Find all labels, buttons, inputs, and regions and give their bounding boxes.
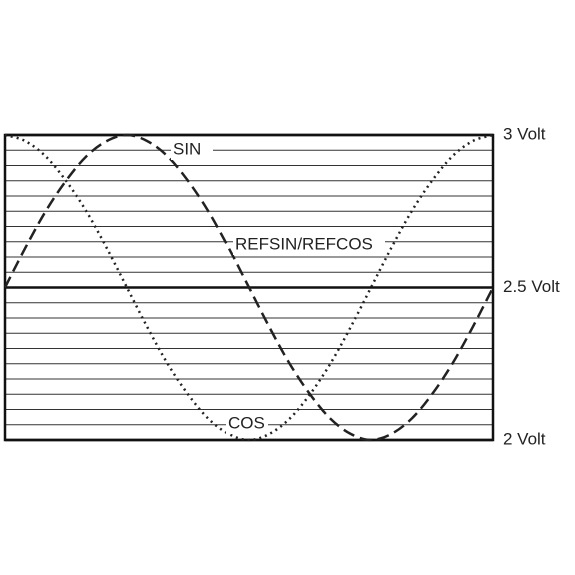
series-line bbox=[3, 133, 495, 442]
label-bg bbox=[171, 140, 213, 160]
series-line bbox=[4, 133, 494, 442]
annotation: REFSIN/REFCOS bbox=[235, 234, 373, 253]
series-label: SIN bbox=[173, 139, 201, 158]
y-tick-label: 2 Volt bbox=[503, 429, 546, 448]
y-tick-label: 3 Volt bbox=[503, 124, 546, 143]
y-tick-label: 2.5 Volt bbox=[503, 277, 560, 296]
label-bg bbox=[226, 414, 268, 434]
label-bg bbox=[233, 235, 385, 255]
series-label: COS bbox=[228, 413, 265, 432]
